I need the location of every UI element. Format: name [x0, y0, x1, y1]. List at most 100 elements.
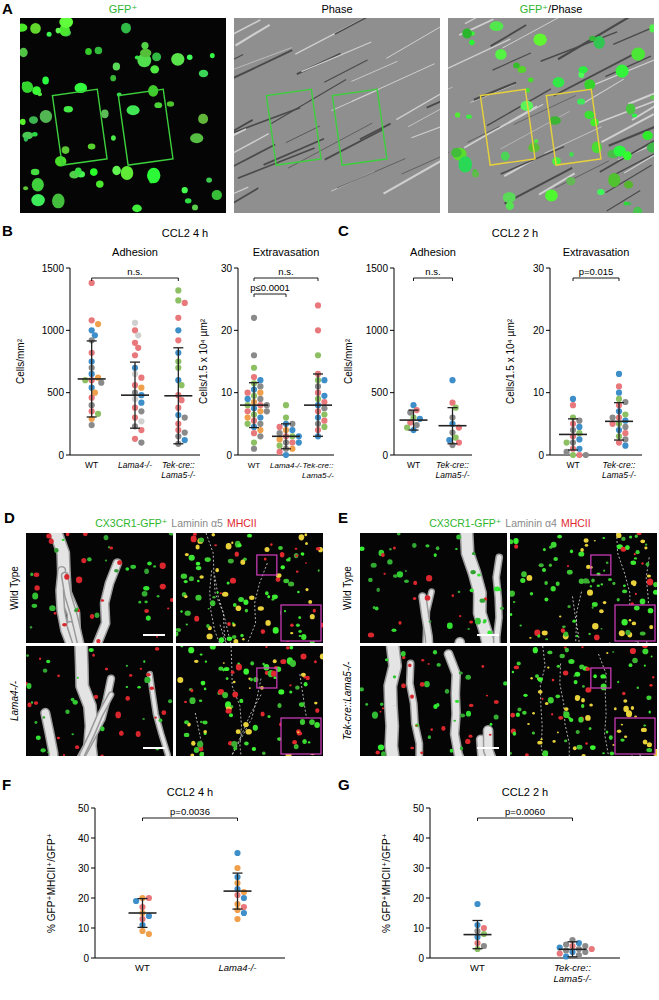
- cell: [253, 725, 258, 731]
- cell: [176, 632, 178, 637]
- cell: [160, 584, 166, 590]
- cell: [527, 575, 533, 581]
- cell: [380, 711, 382, 713]
- error-cap: [473, 948, 483, 949]
- fiber: [539, 173, 575, 194]
- cell: [41, 748, 46, 752]
- cell: [46, 660, 50, 664]
- y-tick: [390, 268, 394, 269]
- cell: [579, 665, 584, 670]
- cell: [557, 535, 562, 539]
- cell: [250, 678, 253, 682]
- cell: [153, 565, 156, 567]
- vessel-outline: [231, 646, 244, 756]
- y-axis: [394, 268, 395, 455]
- fiber: [337, 159, 405, 188]
- scale-bar: [477, 747, 499, 749]
- vessel-edge: [410, 664, 422, 757]
- cell: [228, 559, 234, 564]
- cell: [525, 753, 529, 756]
- cell: [602, 752, 605, 754]
- fiber: [593, 100, 654, 125]
- cell: [297, 731, 299, 733]
- cell: [295, 555, 298, 557]
- data-point: [283, 415, 289, 421]
- cell: [212, 533, 216, 536]
- cell: [412, 543, 417, 548]
- cell: [289, 690, 292, 693]
- data-point: [241, 889, 247, 895]
- annotation: n.s.: [278, 266, 293, 277]
- cell: [72, 733, 74, 735]
- cell: [57, 674, 60, 677]
- cell: [623, 585, 626, 588]
- y-axis-label: Cells/1.5 x 10⁴ µm²: [198, 318, 209, 404]
- cell: [537, 741, 542, 745]
- cell: [568, 605, 571, 608]
- cell: [313, 609, 316, 613]
- data-point: [616, 396, 622, 402]
- cell: [410, 694, 414, 698]
- cell: [624, 201, 629, 205]
- cell: [647, 142, 654, 152]
- cell: [441, 726, 445, 731]
- fiber: [234, 108, 300, 138]
- cell: [194, 616, 199, 622]
- cell: [513, 732, 517, 736]
- cell: [612, 651, 614, 653]
- cell: [514, 544, 518, 548]
- cell: [171, 53, 184, 66]
- data-points: [129, 850, 252, 937]
- cell: [589, 36, 596, 41]
- cell: [632, 582, 636, 586]
- cell: [262, 752, 266, 755]
- cell: [538, 690, 543, 694]
- y-tick: [426, 838, 430, 839]
- x-axis: [70, 455, 200, 456]
- cell: [294, 744, 299, 749]
- vessel-edge: [467, 533, 498, 643]
- cell: [126, 686, 129, 688]
- cell: [232, 635, 237, 639]
- cell: [527, 723, 530, 725]
- cell: [261, 629, 265, 634]
- cell: [105, 559, 107, 561]
- cell: [549, 546, 552, 549]
- data-point: [257, 433, 263, 439]
- cell: [447, 622, 453, 629]
- cell: [538, 677, 543, 682]
- cell: [520, 624, 522, 626]
- cell: [310, 614, 315, 619]
- cell: [223, 662, 225, 664]
- error-cap: [233, 872, 243, 873]
- cell: [652, 676, 654, 678]
- cell: [253, 677, 258, 682]
- vessel: [390, 646, 396, 756]
- cell: [130, 565, 136, 569]
- vessel-outline: [540, 646, 546, 756]
- cell: [533, 647, 538, 653]
- cell: [27, 683, 32, 689]
- cell: [621, 537, 625, 541]
- cell: [434, 553, 437, 557]
- cell: [614, 707, 617, 710]
- cell: [258, 606, 264, 610]
- cell: [646, 748, 652, 752]
- y-tick: [426, 868, 430, 869]
- data-point: [481, 925, 487, 931]
- cell: [368, 578, 373, 582]
- cell: [301, 634, 306, 640]
- cell: [609, 735, 613, 740]
- y-tick-label: 30: [413, 863, 425, 874]
- cell: [564, 707, 569, 711]
- cell: [647, 574, 651, 577]
- cell: [381, 553, 385, 557]
- cell: [125, 567, 129, 570]
- vessel-outline: [584, 642, 609, 643]
- data-point: [576, 436, 582, 442]
- cell: [486, 695, 488, 697]
- cell: [236, 729, 241, 734]
- data-point: [132, 320, 138, 326]
- cell: [360, 547, 364, 551]
- cell: [592, 602, 598, 607]
